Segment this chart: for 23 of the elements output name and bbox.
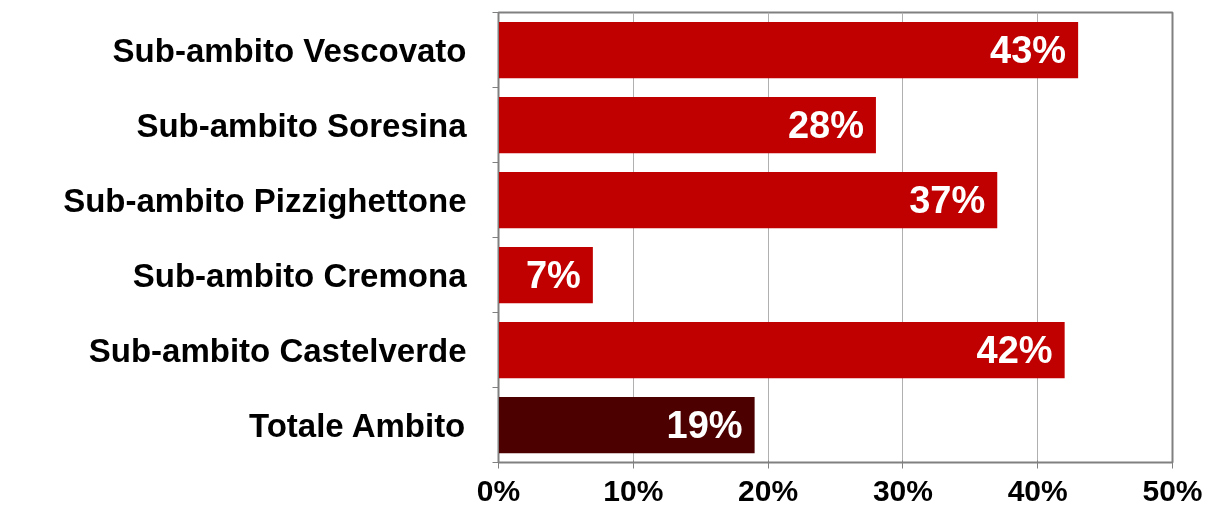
y-tick-label: Sub-ambito Castelverde <box>88 331 467 369</box>
bar <box>498 321 1065 379</box>
data-label: 37% <box>909 179 986 221</box>
bar <box>498 21 1079 79</box>
data-label: 43% <box>990 29 1067 71</box>
x-tick-label: 0% <box>476 473 521 507</box>
x-tick-label: 20% <box>738 473 799 507</box>
y-tick-label: Sub-ambito Soresina <box>136 106 468 144</box>
y-tick-label: Sub-ambito Pizzighettone <box>63 181 467 219</box>
bar <box>498 396 755 454</box>
data-label: 19% <box>666 404 743 446</box>
x-tick-label: 30% <box>872 473 933 507</box>
data-label: 28% <box>787 104 864 146</box>
data-label: 42% <box>976 329 1053 371</box>
y-tick-label: Sub-ambito Vescovato <box>112 31 467 69</box>
data-label: 7% <box>525 254 581 296</box>
x-tick-label: 40% <box>1007 473 1068 507</box>
y-tick-label: Sub-ambito Cremona <box>132 256 468 294</box>
bar <box>498 171 998 229</box>
x-tick-label: 10% <box>603 473 664 507</box>
bar <box>498 96 876 154</box>
y-tick-label: Totale Ambito <box>248 406 466 444</box>
x-tick-label: 50% <box>1142 473 1203 507</box>
